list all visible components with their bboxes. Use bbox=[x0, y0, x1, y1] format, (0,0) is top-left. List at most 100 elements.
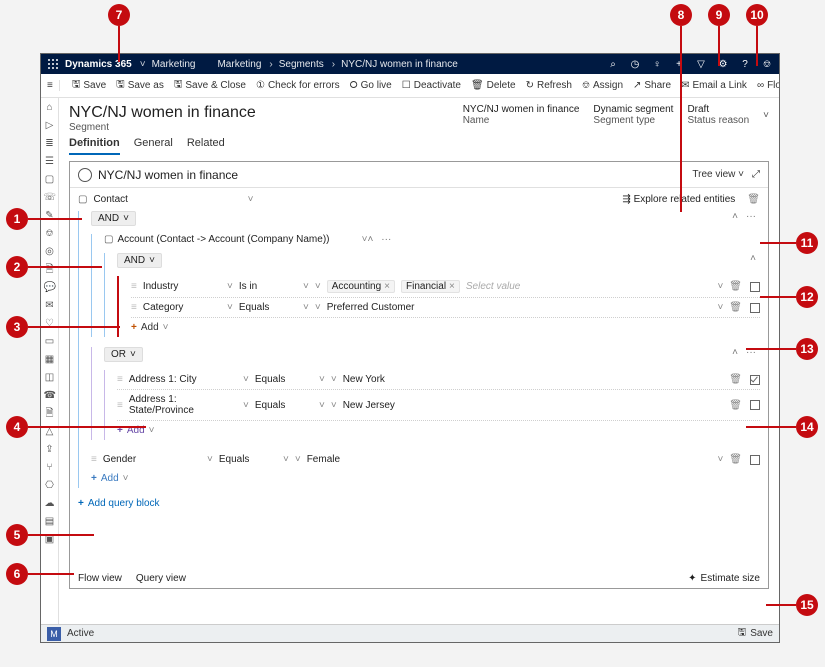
account-entity-select[interactable]: Account (Contact -> Account (Company Nam… bbox=[117, 234, 367, 245]
rail-play-icon[interactable]: ▷ bbox=[44, 120, 56, 132]
rail-temp-icon[interactable]: △ bbox=[44, 426, 56, 438]
rail-headset-icon[interactable]: ☎ bbox=[44, 390, 56, 402]
add-query-block[interactable]: + Add query block bbox=[78, 498, 760, 509]
op-is-in[interactable]: Is in bbox=[239, 281, 309, 292]
help-icon[interactable]: ? bbox=[739, 59, 751, 70]
crumb-marketing[interactable]: Marketing bbox=[217, 59, 261, 70]
rail-branch-icon[interactable]: ⑂ bbox=[44, 462, 56, 474]
root-delete-icon[interactable]: 🗑 bbox=[747, 194, 760, 205]
menu-toggle-icon[interactable]: ≡ bbox=[47, 80, 60, 91]
expand-icon[interactable]: ⤢ bbox=[752, 169, 760, 180]
drag-icon[interactable]: ≡ bbox=[91, 454, 97, 465]
op-equals[interactable]: Equals bbox=[239, 302, 309, 313]
row-checkbox-checked[interactable] bbox=[750, 375, 760, 385]
add-clause-1[interactable]: + Add ˅ bbox=[131, 318, 760, 337]
user-icon[interactable]: ⎊ bbox=[761, 59, 773, 70]
rail-tiles-icon[interactable]: ▤ bbox=[44, 516, 56, 528]
gear-icon[interactable]: ⚙ bbox=[717, 59, 729, 70]
collapse-icon[interactable]: ˄ bbox=[750, 253, 756, 264]
chip-close-icon[interactable]: × bbox=[449, 281, 455, 292]
more-icon[interactable]: ··· bbox=[381, 234, 391, 245]
row-delete-icon[interactable]: 🗑 bbox=[729, 400, 742, 411]
chip-accounting[interactable]: Accounting× bbox=[327, 280, 395, 293]
cmd-check[interactable]: ①Check for errors bbox=[256, 80, 340, 91]
rail-list-icon[interactable]: ☰ bbox=[44, 156, 56, 168]
rail-mail-icon[interactable]: ✉ bbox=[44, 300, 56, 312]
or-pill[interactable]: OR ˅ bbox=[104, 347, 143, 362]
value-gender[interactable]: Female bbox=[307, 454, 724, 465]
rail-phone-icon[interactable]: ☏ bbox=[44, 192, 56, 204]
more-icon[interactable]: ··· bbox=[746, 211, 756, 222]
cmd-delete[interactable]: 🗑Delete bbox=[471, 80, 516, 91]
collapse-icon[interactable]: ˄ bbox=[732, 211, 738, 222]
estimate-size[interactable]: Estimate size bbox=[701, 573, 760, 584]
crumb-segments[interactable]: Segments bbox=[279, 59, 324, 70]
rail-road-icon[interactable]: ▣ bbox=[44, 534, 56, 546]
explore-related[interactable]: ⇶ Explore related entities bbox=[622, 194, 735, 205]
row-delete-icon[interactable]: 🗑 bbox=[729, 374, 742, 385]
cmd-go-live[interactable]: ⭘Go live bbox=[350, 80, 392, 91]
row-delete-icon[interactable]: 🗑 bbox=[729, 281, 742, 292]
add-clause-or[interactable]: + Add ˅ bbox=[117, 421, 760, 440]
row-delete-icon[interactable]: 🗑 bbox=[729, 302, 742, 313]
search-icon[interactable]: ⌕ bbox=[607, 59, 619, 70]
waffle-icon[interactable] bbox=[47, 58, 59, 70]
field-industry[interactable]: Industry bbox=[143, 281, 233, 292]
area[interactable]: Marketing bbox=[152, 59, 196, 70]
cmd-save[interactable]: 🖫Save bbox=[72, 77, 106, 94]
cmd-email-link[interactable]: ✉Email a Link bbox=[681, 80, 747, 91]
filter-icon[interactable]: ▽ bbox=[695, 59, 707, 70]
status-save[interactable]: 🖫 Save bbox=[738, 625, 773, 642]
rail-home-icon[interactable]: ⌂ bbox=[44, 102, 56, 114]
view-switch[interactable]: Tree view ˅ bbox=[692, 169, 744, 180]
idea-icon[interactable]: ♀ bbox=[651, 59, 663, 70]
value-city[interactable]: New York bbox=[343, 374, 724, 385]
value-category[interactable]: Preferred Customer bbox=[327, 302, 724, 313]
rail-push-icon[interactable]: ⇪ bbox=[44, 444, 56, 456]
cmd-assign[interactable]: ⎊Assign bbox=[582, 80, 623, 91]
root-entity-select[interactable]: Contact bbox=[93, 194, 253, 205]
rail-target-icon[interactable]: ◎ bbox=[44, 246, 56, 258]
rail-leads-icon[interactable]: ≣ bbox=[44, 138, 56, 150]
drag-icon[interactable]: ≡ bbox=[131, 281, 137, 292]
drag-icon[interactable]: ≡ bbox=[117, 374, 123, 385]
query-view[interactable]: Query view bbox=[136, 573, 186, 584]
field-category[interactable]: Category bbox=[143, 302, 233, 313]
collapse-icon[interactable]: ˄ bbox=[367, 234, 373, 245]
value-state[interactable]: New Jersey bbox=[343, 400, 724, 411]
and-group-2[interactable]: AND ˅ bbox=[117, 253, 162, 268]
row-checkbox[interactable] bbox=[750, 400, 760, 410]
drag-icon[interactable]: ≡ bbox=[117, 400, 123, 411]
field-city[interactable]: Address 1: City bbox=[129, 374, 249, 385]
flow-view[interactable]: Flow view bbox=[78, 573, 122, 584]
rail-note-icon[interactable]: ✎ bbox=[44, 210, 56, 222]
rail-doc-icon[interactable]: 🗎 bbox=[44, 264, 56, 276]
field-state[interactable]: Address 1: State/Province bbox=[129, 394, 249, 416]
row-delete-icon[interactable]: 🗑 bbox=[729, 454, 742, 465]
row-checkbox[interactable] bbox=[750, 455, 760, 465]
crumb-record[interactable]: NYC/NJ women in finance bbox=[341, 59, 458, 70]
rail-cal-icon[interactable]: ▦ bbox=[44, 354, 56, 366]
rail-square-icon[interactable]: ▢ bbox=[44, 174, 56, 186]
value-placeholder[interactable]: Select value bbox=[466, 281, 723, 292]
cmd-save-close[interactable]: 🖫Save & Close bbox=[174, 77, 246, 94]
op-equals[interactable]: Equals bbox=[255, 400, 325, 411]
brand-caret-icon[interactable]: ˅ bbox=[140, 59, 146, 70]
row-checkbox[interactable] bbox=[750, 303, 760, 313]
cmd-share[interactable]: ↗Share bbox=[633, 80, 671, 91]
rail-db-icon[interactable]: ◫ bbox=[44, 372, 56, 384]
cmd-save-as[interactable]: 🖫Save as bbox=[116, 77, 164, 94]
op-equals[interactable]: Equals bbox=[255, 374, 325, 385]
row-checkbox[interactable] bbox=[750, 282, 760, 292]
collapse-icon[interactable]: ˄ bbox=[732, 347, 738, 358]
persona-box[interactable]: M bbox=[47, 627, 61, 641]
rail-heart-icon[interactable]: ♡ bbox=[44, 318, 56, 330]
rail-cloud-icon[interactable]: ☁ bbox=[44, 498, 56, 510]
cmd-flow[interactable]: ∞Flow ˅ bbox=[757, 80, 780, 91]
more-icon[interactable]: ··· bbox=[746, 347, 756, 358]
rail-person-icon[interactable]: ⎊ bbox=[44, 228, 56, 240]
add-clause-root[interactable]: + Add ˅ bbox=[91, 469, 760, 488]
add-icon[interactable]: + bbox=[673, 59, 685, 70]
field-gender[interactable]: Gender bbox=[103, 454, 213, 465]
cmd-refresh[interactable]: ↻Refresh bbox=[526, 80, 572, 91]
